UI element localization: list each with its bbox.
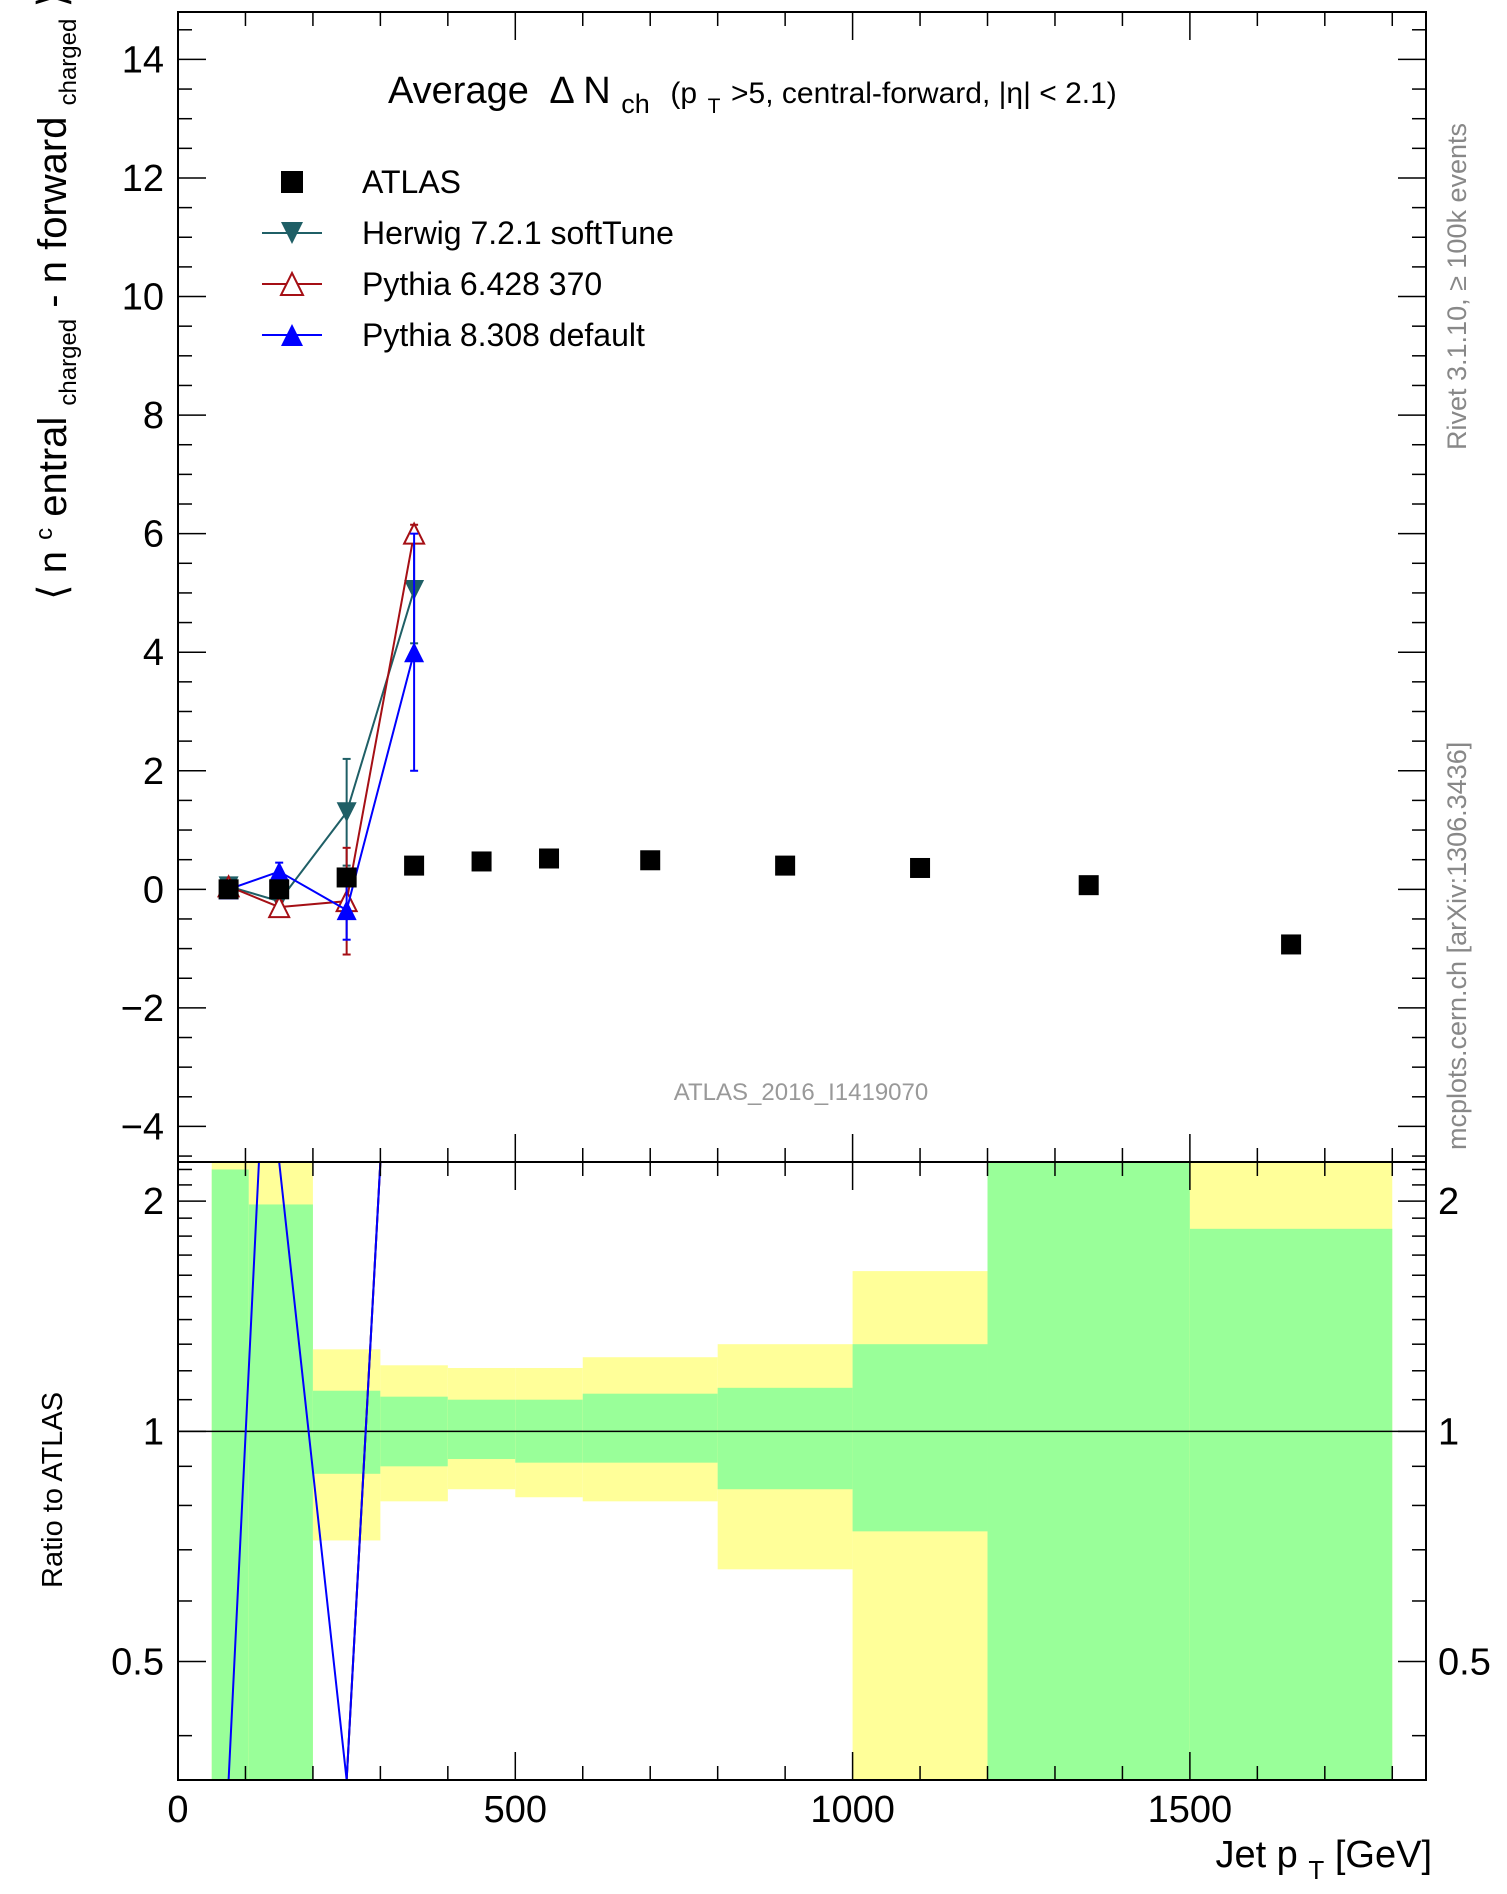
ratio-line: [227, 1162, 382, 1780]
marker-square: [1078, 875, 1099, 896]
marker-square: [471, 851, 492, 872]
legend-label: Herwig 7.2.1 softTune: [362, 215, 674, 251]
y-tick-label: 14: [122, 39, 164, 81]
series-3: [218, 532, 425, 941]
rivet-side-label: Rivet 3.1.10, ≥ 100k events: [1442, 123, 1472, 450]
legend-entry: Pythia 6.428 370: [262, 266, 602, 302]
marker-triangle-up: [336, 900, 357, 921]
legend-entry: Herwig 7.2.1 softTune: [262, 215, 674, 251]
marker-square: [281, 171, 303, 193]
marker-square: [1281, 934, 1302, 955]
series-1: [218, 535, 425, 912]
legend-label: Pythia 8.308 default: [362, 317, 645, 353]
ratio-frame: [177, 1161, 1427, 1781]
main-series: [216, 521, 1302, 956]
legend-entry: ATLAS: [281, 164, 461, 200]
plot-frames: [177, 11, 1427, 1781]
x-tick-label: 0: [167, 1789, 188, 1831]
marker-triangle-up: [404, 642, 425, 663]
analysis-tag: ATLAS_2016_I1419070: [674, 1079, 928, 1106]
marker-square: [218, 879, 239, 900]
y-tick-label: 4: [143, 632, 164, 674]
ratio-y-tick-label: 1: [143, 1411, 164, 1453]
marker-square: [539, 848, 560, 869]
series-line: [228, 533, 416, 909]
x-tick-label: 500: [484, 1789, 547, 1831]
band-stat: [248, 1204, 313, 1780]
y-tick-label: −2: [121, 988, 164, 1030]
ratio-y-tick-label: 2: [143, 1181, 164, 1223]
series-0: [218, 848, 1302, 955]
marker-square: [640, 850, 661, 871]
ratio-y-tick-label-right: 2: [1438, 1181, 1459, 1223]
legend-label: ATLAS: [362, 164, 461, 200]
y-tick-label: 12: [122, 158, 164, 200]
band-stat: [582, 1393, 718, 1463]
band-stat: [987, 1162, 1190, 1780]
marker-triangle-up: [281, 324, 303, 346]
y-axis-label: ⟨ n c entral charged - n forward charged…: [17, 0, 85, 600]
y-tick-label: 10: [122, 277, 164, 319]
band-stat: [717, 1387, 853, 1490]
series-2: [216, 521, 426, 956]
band-stat: [447, 1399, 516, 1460]
marker-square: [336, 867, 357, 888]
y-tick-label: 2: [143, 751, 164, 793]
marker-triangle-down: [281, 222, 303, 244]
band-stat: [1189, 1228, 1393, 1780]
series-line: [228, 589, 416, 903]
band-stat: [852, 1344, 988, 1532]
marker-triangle-up-open: [279, 270, 305, 296]
legend-label: Pythia 6.428 370: [362, 266, 602, 302]
marker-square: [775, 855, 796, 876]
marker-square: [269, 879, 290, 900]
ratio-y-axis-label: Ratio to ATLAS: [37, 1392, 69, 1588]
marker-square: [910, 857, 931, 878]
x-axis-label: Jet p T [GeV]: [1215, 1834, 1432, 1888]
chart-text: Average Δ N ch (p T >5, central-forward,…: [17, 0, 1472, 1888]
mcplots-side-label: mcplots.cern.ch [arXiv:1306.3436]: [1442, 742, 1472, 1150]
marker-triangle-down: [336, 802, 357, 823]
y-tick-label: −4: [121, 1106, 164, 1148]
ratio-y-tick-label-right: 0.5: [1438, 1642, 1491, 1684]
y-tick-label: 8: [143, 395, 164, 437]
marker-square: [404, 855, 425, 876]
y-tick-label: 6: [143, 514, 164, 556]
x-tick-label: 1500: [1148, 1789, 1233, 1831]
series-line: [228, 651, 416, 912]
marker-triangle-up: [269, 861, 290, 882]
y-tick-label: 0: [143, 869, 164, 911]
ratio-y-tick-label: 0.5: [111, 1642, 164, 1684]
ratio-y-tick-label-right: 1: [1438, 1411, 1459, 1453]
band-stat: [312, 1390, 381, 1474]
ratio-series-lines: [227, 1162, 382, 1780]
marker-triangle-up-open: [267, 894, 291, 919]
x-tick-label: 1000: [810, 1789, 895, 1831]
ratio-uncertainty-bands: [178, 1162, 1426, 1780]
legend: ATLAS Herwig 7.2.1 softTune Pythia 6.428 3…: [262, 164, 674, 353]
legend-entry: Pythia 8.308 default: [262, 317, 645, 353]
chart-title: Average Δ N ch (p T >5, central-forward,…: [388, 70, 1117, 122]
